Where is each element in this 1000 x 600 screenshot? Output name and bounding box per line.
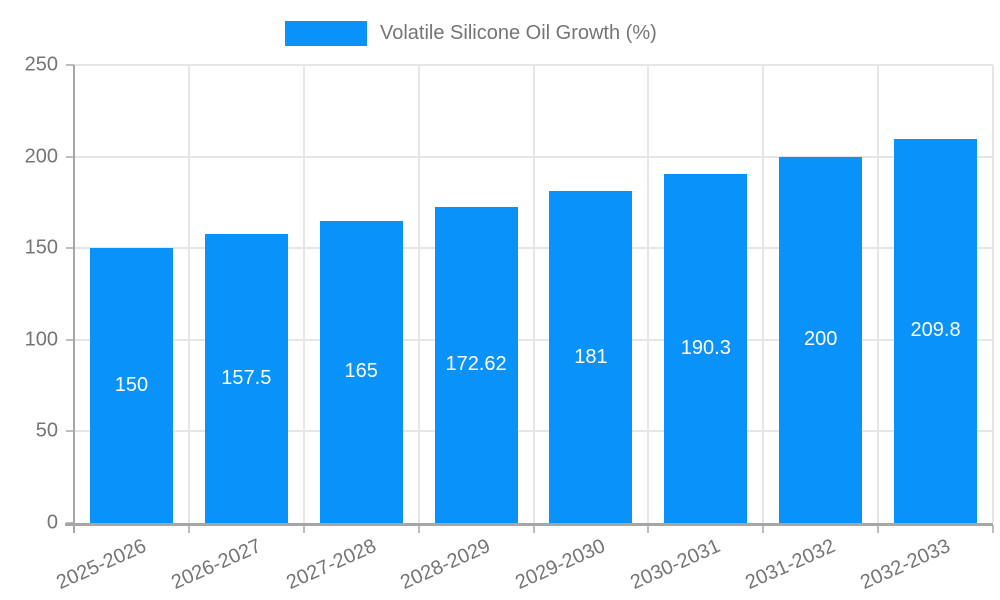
y-tick-label: 50	[35, 419, 58, 442]
y-tick-label: 100	[24, 328, 58, 351]
y-axis-line	[73, 65, 75, 533]
legend[interactable]: Volatile Silicone Oil Growth (%)	[285, 21, 657, 46]
y-tick-mark	[66, 338, 74, 341]
bar-value-label: 209.8	[910, 319, 961, 342]
x-tick-label: 2028-2029	[397, 535, 495, 595]
y-tick-mark	[66, 247, 74, 250]
x-tick-mark	[417, 525, 420, 533]
bar-2031-2032: 200	[779, 156, 863, 523]
bar-value-label: 200	[804, 328, 838, 351]
y-tick-mark	[66, 64, 74, 66]
x-gridline	[302, 65, 305, 523]
x-tick-label: 2029-2030	[512, 535, 609, 595]
bar-2025-2026: 150	[89, 248, 173, 523]
bar-value-label: 190.3	[680, 337, 731, 360]
legend-label: Volatile Silicone Oil Growth (%)	[380, 22, 657, 44]
x-tick-mark	[877, 525, 880, 533]
bar-value-label: 157.5	[221, 367, 272, 390]
legend-swatch	[285, 21, 367, 46]
x-tick-label: 2026-2027	[167, 535, 265, 595]
y-tick-label: 250	[24, 53, 58, 76]
bar-value-label: 172.62	[445, 353, 507, 376]
bar-2032-2033: 209.8	[894, 138, 978, 523]
bar-2026-2027: 157.5	[204, 234, 288, 523]
x-gridline	[187, 65, 190, 523]
x-gridline	[877, 65, 880, 523]
x-tick-mark	[187, 525, 190, 533]
y-tick-label: 0	[46, 511, 58, 534]
bar-value-label: 181	[574, 345, 608, 368]
x-tick-mark	[532, 525, 535, 533]
x-gridline	[647, 65, 650, 523]
x-gridline	[992, 65, 994, 523]
bar-2028-2029: 172.62	[434, 206, 518, 523]
x-tick-mark	[762, 525, 765, 533]
x-tick-label: 2025-2026	[53, 535, 150, 595]
x-tick-label: 2031-2032	[742, 535, 839, 595]
x-tick-label: 2027-2028	[282, 535, 380, 595]
x-tick-label: 2030-2031	[627, 535, 724, 595]
bar-value-label: 150	[114, 374, 149, 397]
y-tick-label: 200	[24, 145, 58, 168]
y-tick-mark	[66, 430, 74, 433]
x-tick-mark	[647, 525, 650, 533]
x-tick-mark	[302, 525, 305, 533]
bar-2030-2031: 190.3	[664, 174, 748, 523]
x-tick-label: 2032-2033	[857, 535, 954, 595]
bar-value-label: 165	[344, 360, 378, 383]
x-gridline	[762, 65, 765, 523]
bar-2027-2028: 165	[319, 220, 403, 523]
y-tick-mark	[66, 155, 74, 158]
bar-2029-2030: 181	[549, 191, 633, 523]
x-axis-line	[65, 523, 993, 526]
x-gridline	[532, 65, 535, 523]
x-gridline	[417, 65, 420, 523]
x-tick-mark	[992, 525, 994, 533]
y-tick-label: 150	[24, 236, 58, 259]
